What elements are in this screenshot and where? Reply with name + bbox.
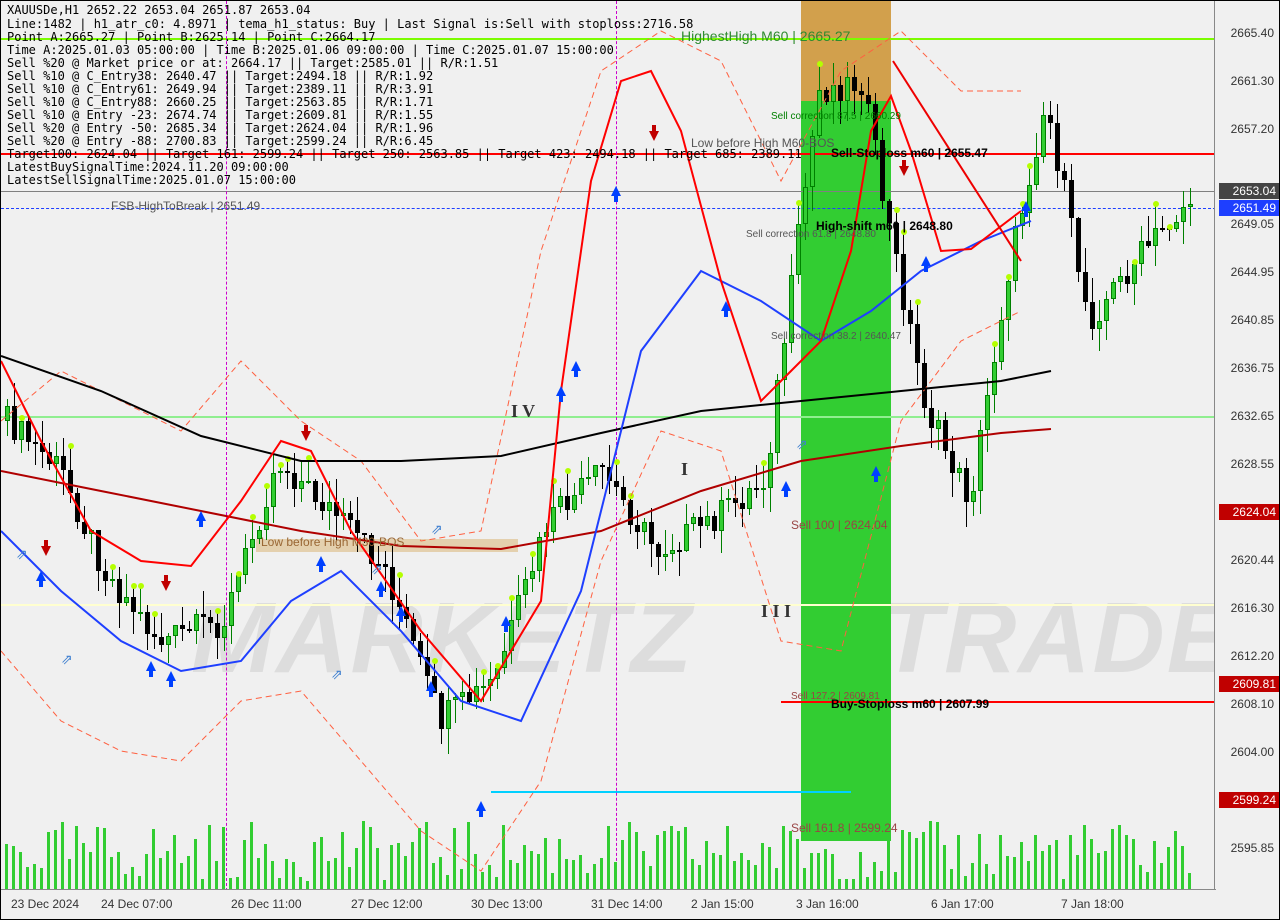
annotation-label: Sell 127.2 | 2609.81 bbox=[791, 691, 880, 702]
arrow-up-icon bbox=[376, 581, 386, 591]
x-tick: 26 Dec 11:00 bbox=[231, 897, 302, 911]
y-tick: 2644.95 bbox=[1231, 265, 1274, 279]
h-line bbox=[1, 191, 1216, 192]
arrow-down-icon bbox=[41, 546, 51, 556]
arrow-up-icon bbox=[146, 661, 156, 671]
y-tick: 2661.30 bbox=[1231, 74, 1274, 88]
arrow-up-icon bbox=[396, 606, 406, 616]
arrow-down-icon bbox=[161, 581, 171, 591]
wave-label: I bbox=[681, 459, 688, 480]
arrow-down-icon bbox=[649, 131, 659, 141]
y-tick: 2649.05 bbox=[1231, 217, 1274, 231]
y-tick: 2595.85 bbox=[1231, 841, 1274, 855]
y-tick: 2612.20 bbox=[1231, 649, 1274, 663]
annotation-label: Low before High M30-BOS bbox=[261, 535, 404, 549]
y-tick: 2616.30 bbox=[1231, 601, 1274, 615]
x-tick: 2 Jan 15:00 bbox=[691, 897, 754, 911]
arrow-up-icon bbox=[1021, 201, 1031, 211]
y-axis: 2665.40 2661.30 2657.20 2653.042651.492649.… bbox=[1214, 1, 1279, 891]
info-line: Point A:2665.27 | Point B:2625.14 | Poin… bbox=[7, 30, 375, 44]
info-line: LatestBuySignalTime:2024.11.20 09:00:00 bbox=[7, 160, 289, 174]
info-line: Sell %20 @ Entry -88: 2700.83 || Target:… bbox=[7, 134, 433, 148]
h-line bbox=[491, 791, 851, 793]
arrow-up-icon bbox=[36, 571, 46, 581]
chart-area[interactable]: MARKETZ TRADE ⇗⇗⇗⇗⇗⇗ HighestHigh M60 | 2… bbox=[1, 1, 1216, 891]
y-tick: 2628.55 bbox=[1231, 457, 1274, 471]
arrow-down-icon bbox=[899, 166, 909, 176]
y-tick: 2620.44 bbox=[1231, 553, 1274, 567]
info-line: LatestSellSignalTime:2025.01.07 15:00:00 bbox=[7, 173, 296, 187]
arrow-up-icon bbox=[476, 801, 486, 811]
y-tick: 2608.10 bbox=[1231, 697, 1274, 711]
x-tick: 3 Jan 16:00 bbox=[796, 897, 859, 911]
watermark-left: MARKETZ bbox=[191, 581, 694, 696]
info-line: Time A:2025.01.03 05:00:00 | Time B:2025… bbox=[7, 43, 614, 57]
x-tick: 6 Jan 17:00 bbox=[931, 897, 994, 911]
arrow-up-icon bbox=[871, 466, 881, 476]
annotation-label: Sell-Stoploss m60 | 2655.47 bbox=[831, 146, 988, 160]
x-tick: 7 Jan 18:00 bbox=[1061, 897, 1124, 911]
wave-label: I V bbox=[511, 401, 535, 422]
y-tick: 2599.24 bbox=[1219, 792, 1279, 808]
info-line: Sell %10 @ C_Entry61: 2649.94 || Target:… bbox=[7, 82, 433, 96]
x-tick: 23 Dec 2024 bbox=[11, 897, 79, 911]
wave-label: I I I bbox=[761, 601, 791, 622]
x-tick: 30 Dec 13:00 bbox=[471, 897, 542, 911]
annotation-label: FSB-HighToBreak | 2651.49 bbox=[111, 199, 260, 213]
y-tick: 2636.75 bbox=[1231, 361, 1274, 375]
h-line bbox=[1, 416, 1216, 418]
y-tick: 2609.81 bbox=[1219, 676, 1279, 692]
arrow-up-icon bbox=[426, 681, 436, 691]
y-tick: 2653.04 bbox=[1219, 183, 1279, 199]
watermark-right: TRADE bbox=[881, 581, 1235, 696]
arrow-up-icon bbox=[571, 361, 581, 371]
info-line: Sell %10 @ C_Entry88: 2660.25 || Target:… bbox=[7, 95, 433, 109]
h-line bbox=[1, 604, 1216, 606]
y-tick: 2657.20 bbox=[1231, 122, 1274, 136]
y-tick: 2632.65 bbox=[1231, 409, 1274, 423]
arrow-up-icon bbox=[316, 556, 326, 566]
y-tick: 2640.85 bbox=[1231, 313, 1274, 327]
y-tick: 2624.04 bbox=[1219, 504, 1279, 520]
annotation-label: Sell 161.8 | 2599.24 bbox=[791, 821, 898, 835]
symbol-line: XAUUSDe,H1 2652.22 2653.04 2651.87 2653.… bbox=[7, 3, 310, 17]
x-tick: 31 Dec 14:00 bbox=[591, 897, 662, 911]
info-line: Sell %10 @ Entry -23: 2674.74 || Target:… bbox=[7, 108, 433, 122]
info-line: Line:1482 | h1_atr_c0: 4.8971 | tema_h1_… bbox=[7, 17, 693, 31]
arrow-up-icon bbox=[166, 671, 176, 681]
annotation-label: Sell correction 87.5 | 2660.29 bbox=[771, 111, 901, 122]
x-tick: 24 Dec 07:00 bbox=[101, 897, 172, 911]
arrow-up-icon bbox=[921, 256, 931, 266]
x-tick: 27 Dec 12:00 bbox=[351, 897, 422, 911]
y-tick: 2651.49 bbox=[1219, 200, 1279, 216]
arrow-up-icon bbox=[196, 511, 206, 521]
annotation-label: Sell correction 38.2 | 2640.47 bbox=[771, 331, 901, 342]
arrow-up-icon bbox=[556, 386, 566, 396]
arrow-up-icon bbox=[781, 481, 791, 491]
annotation-label: High-shift m60 | 2648.80 bbox=[816, 219, 953, 233]
info-line: Sell %20 @ Entry -50: 2685.34 || Target:… bbox=[7, 121, 433, 135]
info-line: Target100: 2624.04 || Target 161: 2599.2… bbox=[7, 147, 802, 161]
x-axis: 23 Dec 2024 24 Dec 07:00 26 Dec 11:00 27 De… bbox=[1, 889, 1216, 919]
info-line: Sell %20 @ Market price or at: 2664.17 |… bbox=[7, 56, 498, 70]
arrow-up-icon bbox=[501, 616, 511, 626]
v-line bbox=[616, 1, 617, 891]
info-line: Sell %10 @ C_Entry38: 2640.47 || Target:… bbox=[7, 69, 433, 83]
annotation-label: HighestHigh M60 | 2665.27 bbox=[681, 28, 850, 44]
y-tick: 2604.00 bbox=[1231, 745, 1274, 759]
y-tick: 2665.40 bbox=[1231, 26, 1274, 40]
arrow-up-icon bbox=[721, 301, 731, 311]
arrow-down-icon bbox=[301, 431, 311, 441]
annotation-label: Sell 100 | 2624.04 bbox=[791, 518, 888, 532]
arrow-up-icon bbox=[611, 186, 621, 196]
